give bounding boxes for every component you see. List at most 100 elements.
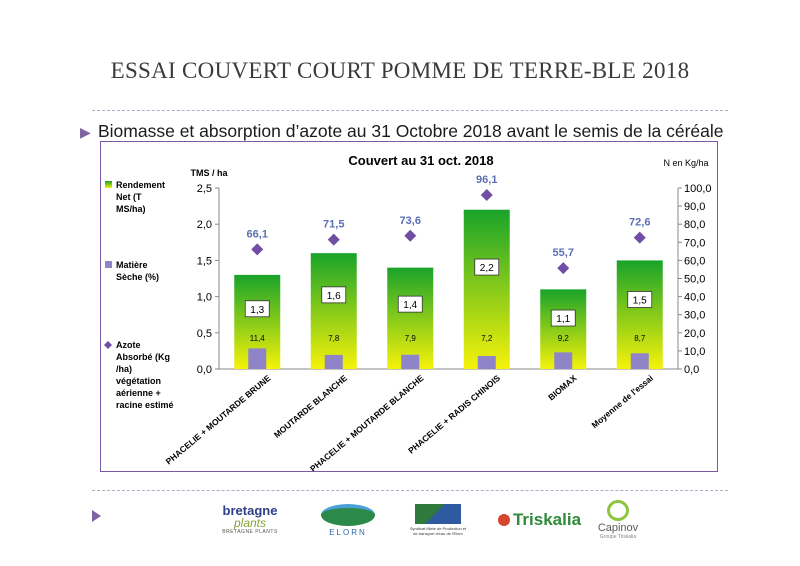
- capinov-emblem: [607, 500, 629, 521]
- yield-label-box: [474, 258, 500, 276]
- legend-label-nitrogen: aérienne +: [116, 388, 161, 398]
- y-tick-label-right: 70,0: [684, 237, 705, 249]
- yield-label-box: [397, 295, 423, 313]
- y-tick-label-right: 90,0: [684, 201, 705, 213]
- slide-title: ESSAI COUVERT COURT POMME DE TERRE-BLE 2…: [110, 58, 690, 83]
- nitrogen-marker: [480, 189, 493, 202]
- legend-label-yield: Rendement: [116, 180, 165, 190]
- logo-text: ELORN: [329, 527, 367, 537]
- category-label: MOUTARDE BLANCHE: [272, 373, 349, 440]
- yield-value-label: 1,5: [633, 295, 647, 306]
- dry-matter-bar: [477, 355, 496, 369]
- dry-matter-value-label: 7,8: [328, 334, 340, 343]
- nitrogen-marker: [557, 262, 570, 275]
- category-label: Moyenne de l'essai: [590, 373, 656, 430]
- legend-label-dry-matter: Sèche (%): [116, 272, 159, 282]
- nitrogen-value-label: 66,1: [247, 228, 268, 240]
- category-label: PHACELIE + MOUTARDE BRUNE: [164, 373, 273, 467]
- y-tick-label-left: 1,0: [197, 292, 212, 304]
- yield-label-box: [627, 291, 653, 308]
- y-tick-label-right: 20,0: [684, 328, 705, 340]
- yield-label-box: [550, 309, 576, 327]
- elorn-emblem: [321, 503, 375, 526]
- dry-matter-value-label: 9,2: [558, 334, 570, 343]
- y-tick-label-right: 0,0: [684, 364, 699, 376]
- legend-label-nitrogen: /ha): [116, 364, 132, 374]
- yield-value-label: 2,2: [480, 263, 494, 274]
- dry-matter-value-label: 8,7: [634, 334, 646, 343]
- y-axis-right-label: N en Kg/ha: [663, 158, 708, 168]
- dry-matter-value-label: 7,9: [405, 334, 417, 343]
- category-label: PHACELIE + RADIS CHINOIS: [406, 373, 502, 456]
- legend-swatch-yield: [105, 181, 112, 188]
- chart-frame: Couvert au 31 oct. 2018 TMS / ha N en Kg/h…: [100, 141, 718, 472]
- bretagne-plants-logo: bretagne plants BRETAGNE PLANTS: [210, 500, 290, 540]
- legend-label-yield: MS/ha): [116, 204, 146, 214]
- nitrogen-value-label: 72,6: [629, 217, 650, 229]
- triskalia-emblem: [497, 514, 510, 526]
- top-divider: [92, 110, 728, 111]
- legend-label-nitrogen: Absorbé (Kg: [116, 352, 170, 362]
- dry-matter-bar: [401, 354, 420, 369]
- dry-matter-bar: [248, 348, 267, 369]
- logo-text: BRETAGNE PLANTS: [222, 529, 278, 535]
- y-tick-label-left: 1,5: [197, 255, 212, 267]
- nitrogen-marker: [251, 243, 264, 256]
- legend-label-nitrogen: Azote: [116, 340, 141, 350]
- yield-bar: [463, 209, 510, 369]
- elorn-logo: ELORN: [308, 500, 388, 540]
- legend-swatch-dry-matter: [105, 261, 112, 268]
- yield-value-label: 1,6: [327, 291, 341, 302]
- y-tick-label-left: 0,5: [197, 328, 212, 340]
- bullet-icon: ▶: [80, 124, 91, 140]
- y-tick-label-left: 2,0: [197, 219, 212, 231]
- logo-text: Triskalia: [512, 510, 582, 529]
- y-axis-left-label: TMS / ha: [190, 168, 228, 178]
- legend-label-yield: Net (T: [116, 192, 142, 202]
- y-tick-label-right: 50,0: [684, 274, 705, 286]
- chart-title: Couvert au 31 oct. 2018: [348, 153, 493, 168]
- nitrogen-marker: [633, 231, 646, 244]
- dry-matter-bar: [324, 354, 343, 369]
- nitrogen-value-label: 73,6: [400, 215, 421, 227]
- legend-label-nitrogen: végétation: [116, 376, 161, 386]
- yield-value-label: 1,1: [556, 314, 570, 325]
- yield-bar: [616, 260, 663, 369]
- capinov-logo: Capinov Groupe Triskalia: [588, 500, 648, 540]
- logo-text: Capinov: [597, 522, 639, 534]
- legend-label-dry-matter: Matière: [116, 260, 148, 270]
- dry-matter-value-label: 11,4: [250, 334, 266, 343]
- dry-matter-value-label: 7,2: [481, 334, 493, 343]
- logo-text: bretagne: [222, 503, 278, 518]
- dry-matter-bar: [554, 352, 573, 369]
- slide-subtitle: Biomasse et absorption d’azote au 31 Oct…: [98, 121, 724, 141]
- yield-label-box: [244, 300, 270, 318]
- y-tick-label-right: 80,0: [684, 219, 705, 231]
- yield-bar: [310, 253, 357, 369]
- yield-bar: [387, 267, 434, 369]
- legend-label-nitrogen: racine estimé: [116, 400, 174, 410]
- y-tick-label-right: 10,0: [684, 346, 705, 358]
- y-tick-label-right: 40,0: [684, 292, 705, 304]
- logo-text: plants: [233, 516, 267, 530]
- yield-value-label: 1,4: [403, 300, 417, 311]
- logo-text: Groupe Triskalia: [599, 534, 637, 540]
- chart: Couvert au 31 oct. 2018 TMS / ha N en Kg/h…: [104, 153, 712, 471]
- legend-swatch-nitrogen: [104, 341, 112, 349]
- nitrogen-value-label: 96,1: [476, 174, 497, 186]
- triskalia-logo: Triskalia: [492, 500, 587, 540]
- y-tick-label-right: 100,0: [684, 183, 712, 195]
- dry-matter-bar: [630, 353, 649, 369]
- y-tick-label-left: 2,5: [197, 183, 212, 195]
- y-tick-label-right: 30,0: [684, 310, 705, 322]
- yield-value-label: 1,3: [250, 305, 264, 316]
- syndicat-emblem: [415, 504, 461, 524]
- nitrogen-value-label: 55,7: [553, 247, 574, 259]
- yield-label-box: [321, 286, 347, 304]
- y-tick-label-right: 60,0: [684, 255, 705, 267]
- next-arrow-icon: [92, 510, 101, 522]
- bottom-divider: [92, 490, 728, 491]
- category-label: BIOMAX: [546, 373, 579, 403]
- syndicat-logo: Syndicat Mixte de Production et de trans…: [408, 500, 468, 540]
- logo-text: Syndicat Mixte de Production et de trans…: [409, 526, 467, 536]
